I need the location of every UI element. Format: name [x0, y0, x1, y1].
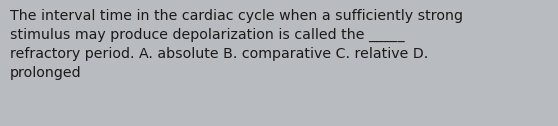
Text: The interval time in the cardiac cycle when a sufficiently strong
stimulus may p: The interval time in the cardiac cycle w… [10, 9, 463, 80]
